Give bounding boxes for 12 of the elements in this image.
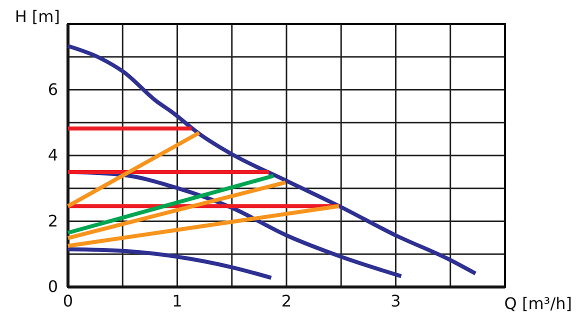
line-series — [66, 247, 274, 280]
x-tick-label: 3 — [390, 291, 401, 310]
x-tick-label: 2 — [281, 291, 292, 310]
x-tick-label: 1 — [172, 291, 182, 310]
x-axis-title: Q [m³/h] — [504, 294, 572, 313]
line-series — [66, 44, 478, 276]
y-tick-label: 0 — [48, 277, 58, 296]
y-tick-label: 4 — [48, 146, 58, 165]
y-axis-title: H [m] — [14, 7, 60, 26]
y-tick-label: 6 — [48, 80, 58, 99]
y-tick-label: 2 — [48, 211, 58, 230]
x-tick-label: 0 — [62, 291, 74, 310]
